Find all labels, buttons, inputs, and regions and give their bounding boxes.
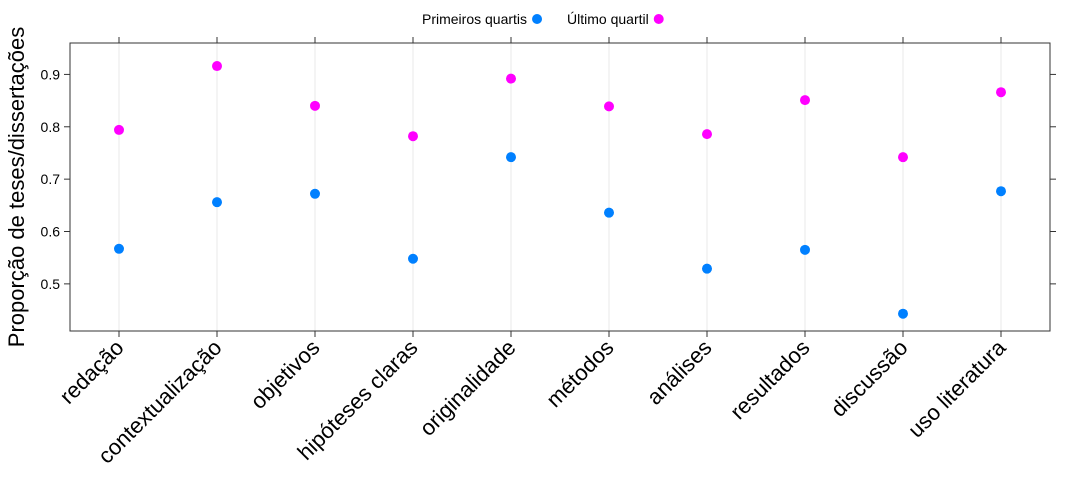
data-point-series-2 [800, 95, 810, 106]
y-axis: 0.5 0.6 0.7 0.8 0.9 [41, 66, 1056, 292]
data-point-series-2 [408, 131, 418, 142]
x-tick-label: redação [55, 335, 129, 409]
data-point-series-2 [604, 101, 614, 112]
data-point-series-1 [212, 197, 222, 208]
x-tick-label: métodos [541, 335, 618, 412]
data-point-series-1 [702, 263, 712, 274]
x-tick-label: objetivos [245, 335, 324, 414]
data-point-series-1 [604, 207, 614, 218]
y-tick-label: 0.5 [41, 276, 61, 292]
data-point-series-1 [408, 253, 418, 264]
data-point-series-2 [898, 152, 908, 163]
y-tick-label: 0.6 [41, 224, 61, 240]
data-point-series-1 [800, 244, 810, 255]
legend-marker [653, 14, 664, 24]
data-point-series-1 [310, 188, 320, 199]
plot-panel [69, 42, 1051, 332]
x-tick-label: resultados [725, 335, 814, 424]
data-points [114, 61, 1006, 319]
data-point-series-2 [310, 100, 320, 111]
y-tick-label: 0.8 [41, 119, 61, 135]
data-point-series-1 [996, 186, 1006, 197]
data-point-series-2 [996, 87, 1006, 98]
data-point-series-2 [506, 73, 516, 84]
legend: Primeiros quartis Último quartil [422, 11, 664, 27]
y-tick-label: 0.9 [41, 66, 61, 82]
x-tick-label: originalidade [415, 335, 521, 441]
x-tick-label: discussão [826, 335, 913, 422]
y-tick-label: 0.7 [41, 171, 61, 187]
y-axis-title: Proporção de teses/dissertações [4, 27, 29, 347]
legend-label: Último quartil [567, 11, 649, 27]
data-point-series-1 [114, 243, 124, 254]
data-point-series-1 [506, 152, 516, 163]
x-tick-label: uso literatura [903, 334, 1011, 442]
x-tick-label: análises [642, 335, 717, 410]
data-point-series-2 [702, 129, 712, 140]
legend-marker [532, 14, 543, 24]
legend-label: Primeiros quartis [422, 11, 527, 27]
data-point-series-2 [114, 124, 124, 135]
grid-lines [118, 43, 1002, 331]
data-point-series-1 [898, 308, 908, 319]
data-point-series-2 [212, 61, 222, 72]
